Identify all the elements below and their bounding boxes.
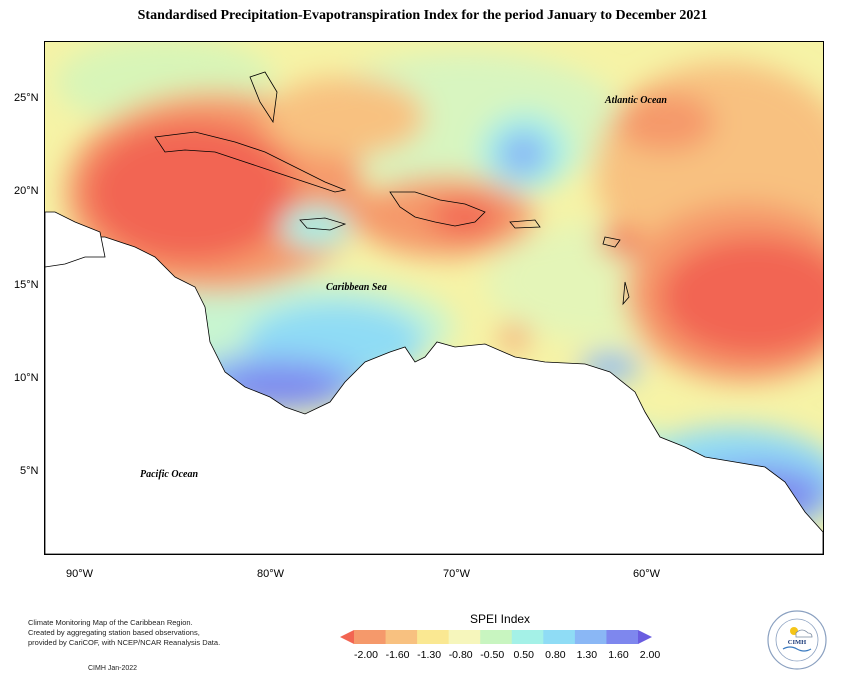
description-line-1: Climate Monitoring Map of the Caribbean … [28, 618, 193, 627]
legend-tick-label: -2.00 [354, 649, 378, 661]
legend-swatch [543, 630, 576, 644]
spei-map-canvas: Atlantic Ocean Caribbean Sea Pacific Oce… [45, 42, 823, 554]
description-line-3: provided by CariCOF, with NCEP/NCAR Rean… [28, 638, 221, 647]
cloud-icon [795, 629, 813, 638]
spei-field [55, 42, 823, 537]
description-line-2: Created by aggregating station based obs… [28, 628, 200, 637]
map-title: Standardised Precipitation-Evapotranspir… [137, 8, 708, 23]
map-credit: CIMH Jan-2022 [88, 665, 138, 672]
legend-tick-label: 0.80 [545, 649, 566, 661]
lat-tick-25: 25°N [14, 92, 39, 104]
legend-tick-label: 1.60 [608, 649, 629, 661]
wave-icon [782, 646, 812, 652]
legend-tick-label: 2.00 [639, 649, 661, 661]
lat-tick-10: 10°N [14, 372, 39, 384]
lon-tick-90: 90°W [66, 568, 94, 580]
lat-tick-5: 5°N [20, 465, 39, 477]
atlantic-label: Atlantic Ocean [604, 95, 667, 106]
legend-tick-label: 1.30 [576, 649, 598, 661]
lon-tick-80: 80°W [257, 568, 285, 580]
islands [154, 71, 630, 306]
legend-swatch [354, 630, 387, 644]
legend-swatch [448, 630, 481, 644]
legend-swatch-low-cap [340, 630, 354, 644]
legend-colorbar [340, 630, 652, 644]
map-description: Climate Monitoring Map of the Caribbean … [28, 618, 248, 648]
pacific-label: Pacific Ocean [140, 469, 198, 480]
legend-title: SPEI Index [470, 612, 531, 626]
lat-tick-15: 15°N [14, 279, 39, 291]
legend-swatch [417, 630, 450, 644]
lon-tick-60: 60°W [633, 568, 661, 580]
caribbean-label: Caribbean Sea [326, 282, 387, 293]
cimh-logo: CIMH [767, 610, 827, 670]
logo-acronym: CIMH [788, 639, 806, 646]
legend-swatch [574, 630, 607, 644]
legend-tick-label: -1.60 [385, 649, 410, 661]
legend-tick-label: 0.50 [513, 649, 534, 661]
legend-tick-labels: -2.00 -1.60 -1.30 -0.80 -0.50 0.50 0.80 1.30 1.6… [350, 649, 660, 663]
legend-swatch [511, 630, 544, 644]
lon-tick-70: 70°W [443, 568, 471, 580]
legend-swatch [480, 630, 513, 644]
spei-map: Atlantic Ocean Caribbean Sea Pacific Oce… [44, 41, 824, 555]
legend-swatch-high-cap [638, 630, 652, 644]
lat-tick-20: 20°N [14, 185, 39, 197]
legend-tick-label: -0.50 [480, 649, 505, 661]
legend-swatch [385, 630, 418, 644]
legend-tick-label: -0.80 [448, 649, 473, 661]
legend-tick-label: -1.30 [417, 649, 442, 661]
mainland [45, 211, 823, 554]
legend-swatch [606, 630, 639, 644]
